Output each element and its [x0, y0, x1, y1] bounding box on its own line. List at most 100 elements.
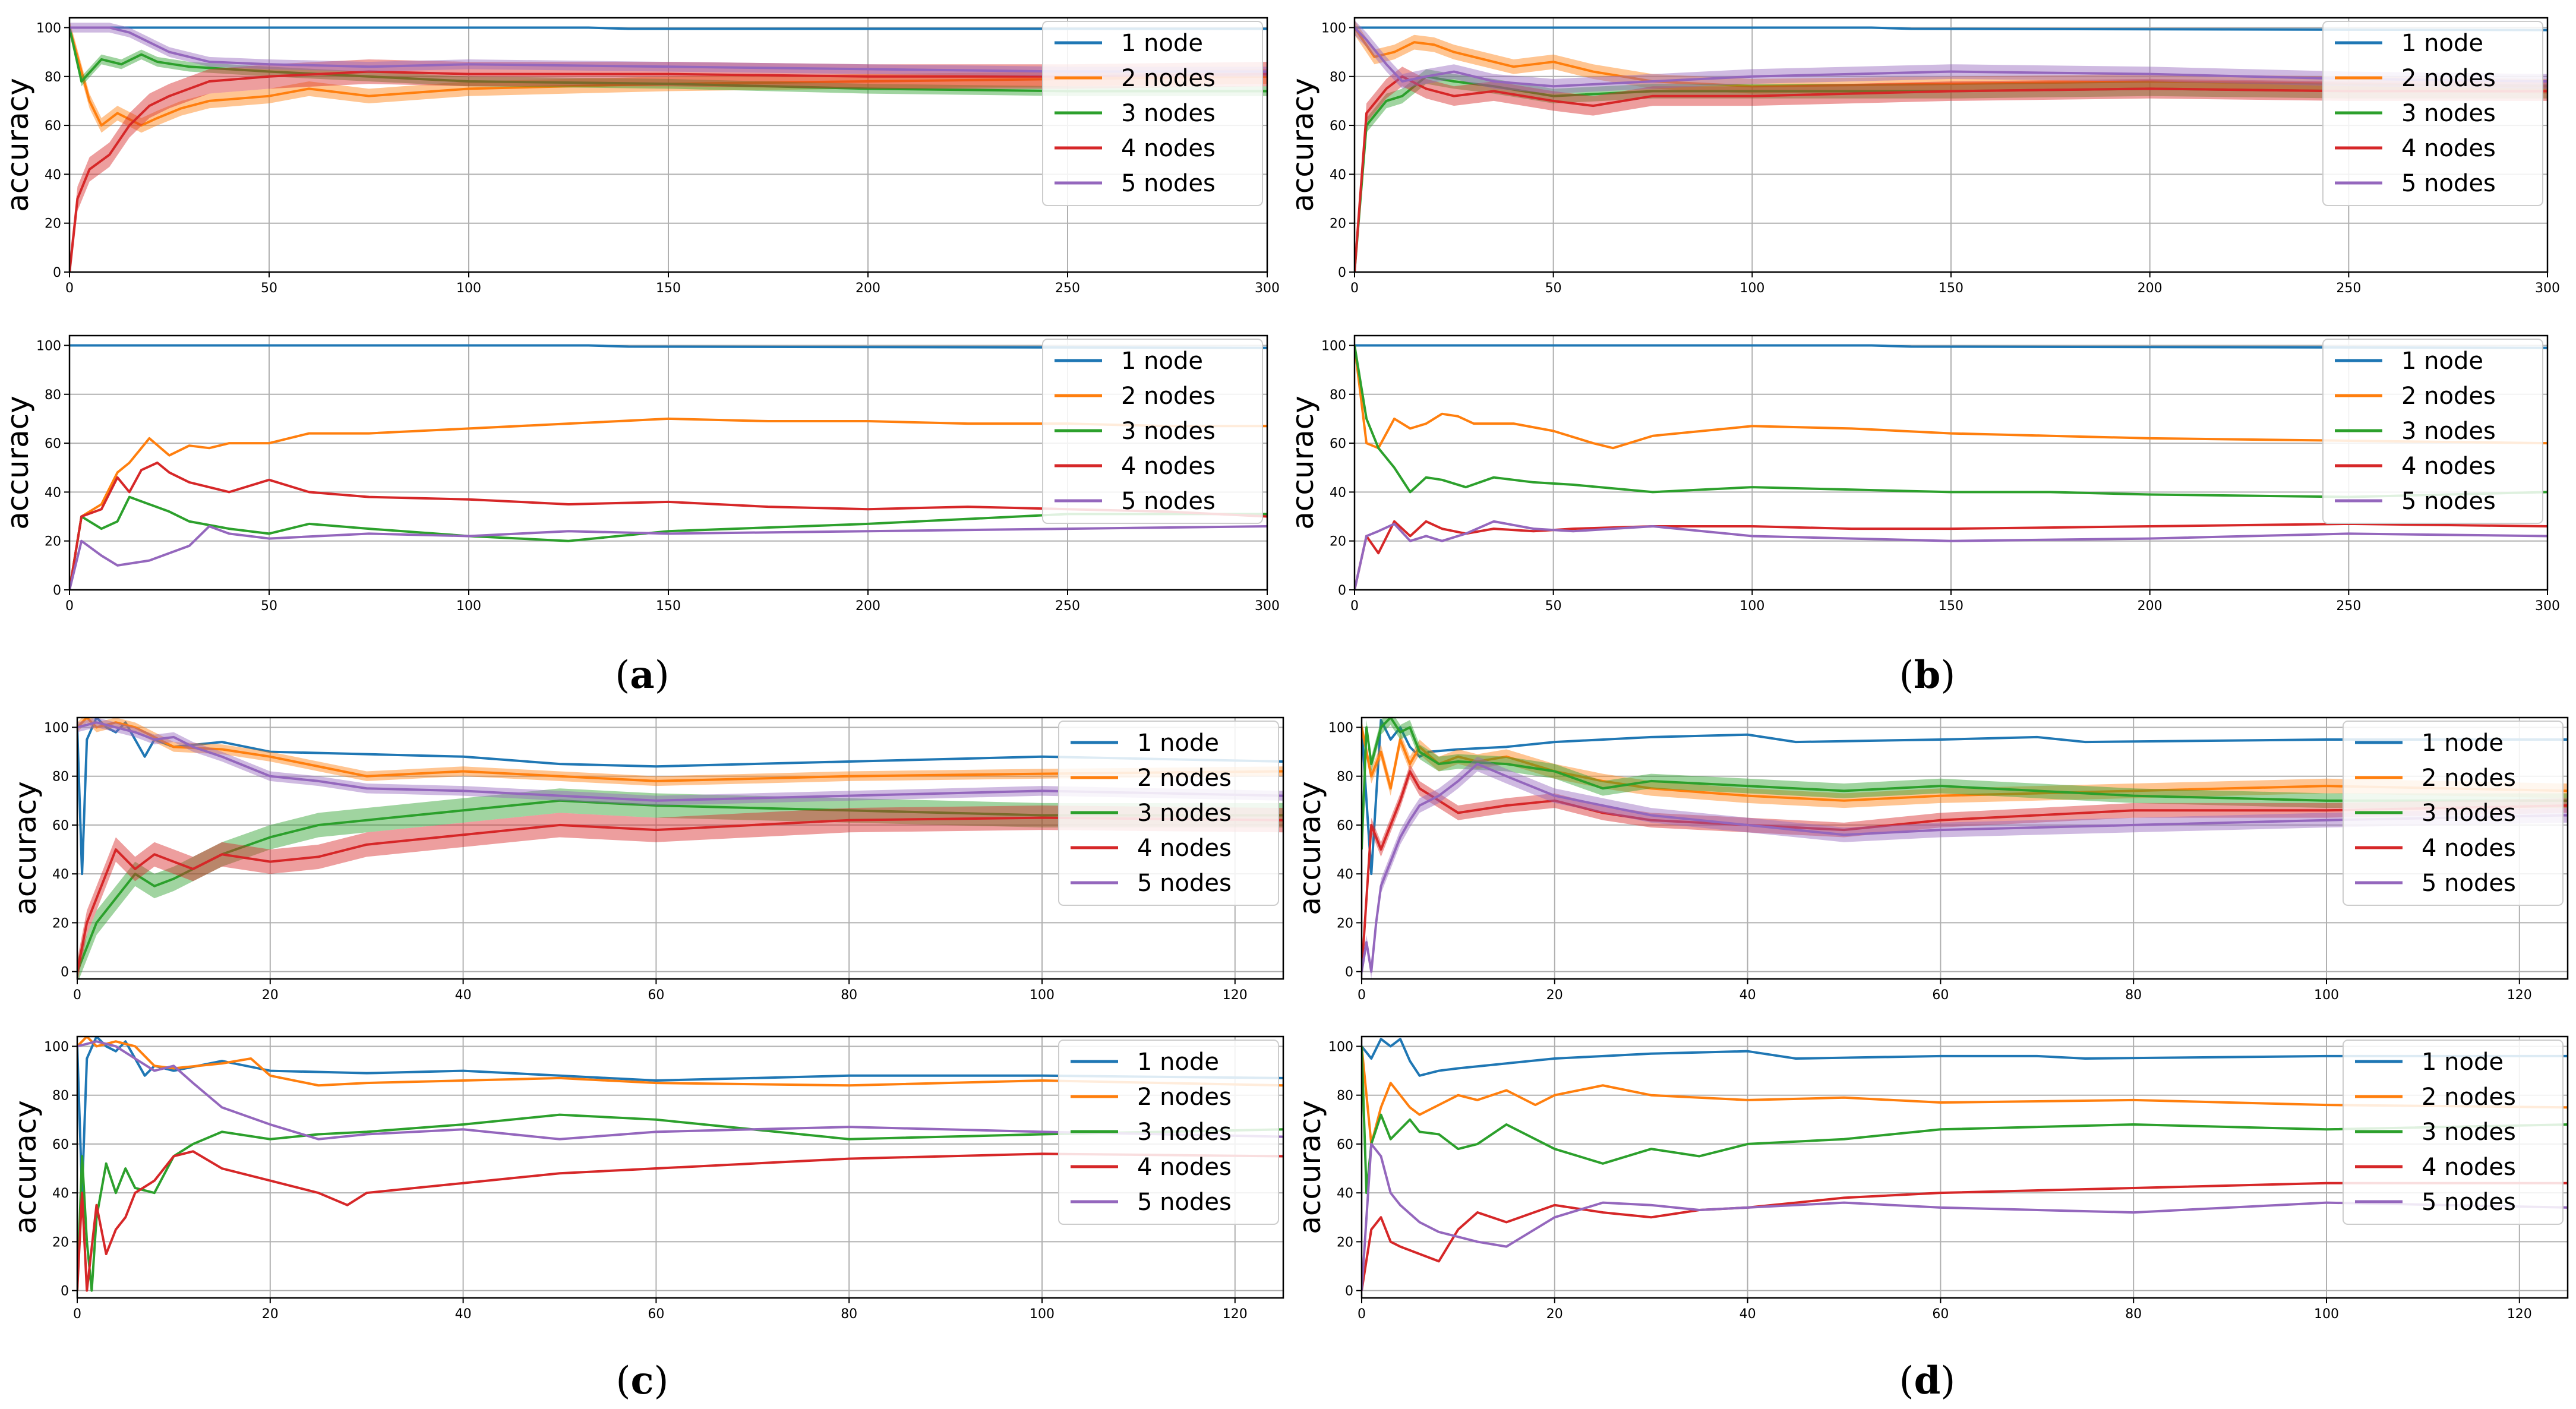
x-tick-label: 50	[1545, 599, 1562, 614]
legend-label: 4 nodes	[2422, 835, 2516, 862]
series-line-5	[77, 1040, 1283, 1141]
y-tick-label: 20	[52, 1235, 69, 1250]
series-line-1	[70, 26, 1267, 30]
x-tick-label: 250	[2336, 281, 2361, 296]
caption-c: (c)	[616, 1359, 669, 1403]
y-axis-label: accuracy	[1286, 396, 1320, 530]
y-axis-label: accuracy	[8, 1100, 43, 1234]
y-tick-label: 80	[52, 1089, 69, 1104]
x-tick-label: 0	[65, 599, 74, 614]
y-tick-label: 40	[1330, 168, 1346, 182]
series-line-4	[70, 462, 1267, 590]
legend: 1 node 2 nodes 3 nodes 4 nodes 5 nodes	[1042, 339, 1263, 524]
series-line-5	[1355, 27, 2547, 88]
confidence-band-2	[1355, 20, 2547, 94]
series-line-1	[1362, 1038, 2568, 1077]
legend: 1 node 2 nodes 3 nodes 4 nodes 5 nodes	[1058, 721, 1279, 906]
legend-label: 1 node	[1121, 30, 1203, 57]
series-line-1	[70, 344, 1267, 349]
y-tick-label: 40	[1337, 1186, 1353, 1201]
chart-a-bottom: 0 50 100 150 200 250 300 0 20 40 60 80 100 accuracy 1 …	[1, 334, 1280, 614]
series-line-2	[1355, 27, 2547, 88]
confidence-band-2	[70, 20, 1267, 133]
series-line-1	[1362, 719, 2568, 876]
y-tick-label: 0	[1338, 583, 1346, 598]
x-tick-label: 250	[1055, 281, 1080, 296]
legend-label: 1 node	[1137, 1048, 1219, 1076]
y-tick-label: 40	[45, 485, 61, 500]
legend: 1 node 2 nodes 3 nodes 4 nodes 5 nodes	[2343, 721, 2564, 906]
legend-label: 3 nodes	[1137, 1119, 1232, 1146]
x-tick-label: 200	[855, 281, 880, 296]
caption-a: (a)	[615, 653, 669, 697]
x-tick-label: 100	[1740, 599, 1764, 614]
series-line-2	[1362, 727, 2568, 802]
x-tick-label: 60	[648, 1307, 664, 1322]
legend-label: 1 node	[1137, 729, 1219, 757]
y-tick-label: 100	[1328, 721, 1353, 735]
x-tick-label: 60	[1932, 988, 1949, 1003]
legend-label: 3 nodes	[1137, 800, 1232, 827]
y-tick-label: 80	[1330, 70, 1346, 85]
legend-label: 2 nodes	[2422, 764, 2516, 792]
x-tick-label: 20	[262, 1307, 279, 1322]
y-tick-label: 100	[1328, 1040, 1353, 1054]
y-tick-label: 0	[1345, 965, 1353, 980]
x-tick-label: 150	[656, 599, 681, 614]
legend-label: 3 nodes	[1121, 100, 1216, 127]
series-line-3	[77, 1113, 1283, 1292]
y-tick-label: 0	[1345, 1284, 1353, 1299]
x-tick-label: 100	[456, 281, 481, 296]
y-tick-label: 60	[52, 819, 69, 833]
legend-box	[2322, 21, 2543, 206]
x-tick-label: 50	[1545, 281, 1562, 296]
x-tick-label: 0	[73, 988, 81, 1003]
legend-label: 3 nodes	[1121, 418, 1216, 445]
y-tick-label: 20	[1330, 217, 1346, 232]
x-tick-label: 300	[2535, 281, 2560, 296]
x-tick-label: 80	[841, 1307, 857, 1322]
x-tick-label: 0	[73, 1307, 81, 1322]
x-tick-label: 20	[1546, 1307, 1563, 1322]
legend-label: 4 nodes	[2401, 135, 2496, 162]
confidence-band-2	[1362, 720, 2568, 808]
series-line-4	[77, 1150, 1283, 1292]
y-tick-label: 60	[1337, 1138, 1353, 1152]
y-tick-label: 80	[1337, 770, 1353, 785]
series-line-2	[70, 417, 1267, 590]
series-line-3	[77, 799, 1283, 972]
legend-label: 2 nodes	[1121, 383, 1216, 410]
legend-label: 1 node	[2401, 347, 2483, 375]
x-tick-label: 120	[2507, 1307, 2532, 1322]
series-layer	[77, 1037, 1283, 1292]
legend-label: 5 nodes	[1121, 170, 1216, 197]
y-tick-label: 0	[61, 1284, 69, 1299]
y-tick-label: 20	[52, 916, 69, 931]
x-tick-label: 150	[656, 281, 681, 296]
caption-b: (b)	[1899, 653, 1956, 697]
legend-label: 5 nodes	[2401, 488, 2496, 515]
plot-frame	[76, 716, 1284, 980]
y-tick-label: 60	[1330, 119, 1346, 134]
y-tick-label: 80	[1330, 388, 1346, 403]
x-tick-label: 80	[2125, 1307, 2142, 1322]
legend-label: 5 nodes	[1137, 1189, 1232, 1216]
legend-label: 2 nodes	[1137, 764, 1232, 792]
confidence-band-5	[70, 23, 1267, 77]
y-tick-label: 100	[1321, 339, 1346, 353]
legend: 1 node 2 nodes 3 nodes 4 nodes 5 nodes	[2343, 1040, 2564, 1225]
y-tick-label: 20	[1337, 1235, 1353, 1250]
legend-label: 5 nodes	[2422, 1189, 2516, 1216]
series-layer	[70, 344, 1267, 590]
confidence-band-5	[1355, 20, 2547, 94]
x-tick-label: 150	[1939, 599, 1963, 614]
y-tick-label: 60	[52, 1138, 69, 1152]
legend-label: 3 nodes	[2401, 418, 2496, 445]
x-tick-label: 300	[1255, 599, 1280, 614]
legend-label: 1 node	[2401, 30, 2483, 57]
series-line-4	[1355, 520, 2547, 590]
series-line-2	[77, 718, 1283, 782]
y-tick-label: 0	[61, 965, 69, 980]
plot-frame	[76, 1035, 1284, 1299]
